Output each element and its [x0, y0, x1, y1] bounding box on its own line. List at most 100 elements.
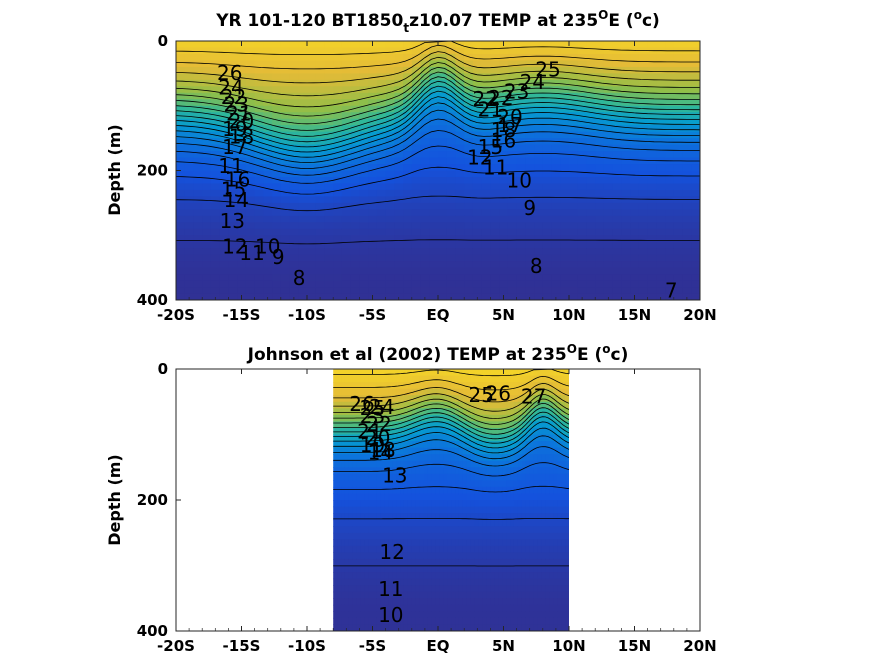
heat-cell	[365, 539, 370, 546]
heat-cell	[376, 493, 381, 500]
heat-cell	[333, 526, 338, 533]
heat-cell	[483, 500, 488, 507]
heat-cell	[553, 559, 558, 566]
heat-cell	[545, 369, 550, 376]
heat-cell	[553, 533, 558, 540]
heat-cell	[463, 592, 468, 599]
heat-cell	[420, 467, 425, 474]
heat-cell	[560, 164, 569, 171]
heat-cell	[648, 274, 657, 281]
heat-cell	[552, 261, 561, 268]
heat-cell	[290, 67, 299, 74]
heat-cell	[316, 67, 325, 74]
heat-cell	[552, 274, 561, 281]
heat-cell	[290, 235, 299, 242]
heat-cell	[337, 493, 342, 500]
heat-cell	[333, 507, 338, 514]
heat-cell	[578, 158, 587, 165]
heat-cell	[443, 520, 448, 527]
heat-cell	[193, 248, 202, 255]
heat-cell	[246, 67, 255, 74]
heat-cell	[482, 54, 491, 61]
heat-cell	[421, 203, 430, 210]
heat-cell	[263, 196, 272, 203]
heat-cell	[656, 119, 665, 126]
heat-cell	[534, 487, 539, 494]
heat-cell	[246, 268, 255, 275]
heat-cell	[483, 533, 488, 540]
heat-cell	[439, 500, 444, 507]
heat-cell	[494, 526, 499, 533]
heat-cell	[307, 54, 316, 61]
heat-cell	[447, 171, 456, 178]
heat-cell	[549, 467, 554, 474]
heat-cell	[307, 229, 316, 236]
heat-cell	[408, 572, 413, 579]
heat-cell	[428, 520, 433, 527]
heat-cell	[290, 73, 299, 80]
heat-cell	[388, 500, 393, 507]
heat-cell	[431, 585, 436, 592]
heat-cell	[586, 235, 595, 242]
heat-cell	[298, 60, 307, 67]
heat-cell	[522, 546, 527, 553]
heat-cell	[185, 177, 194, 184]
heat-cell	[185, 235, 194, 242]
heat-cell	[508, 216, 517, 223]
heat-cell	[494, 585, 499, 592]
heat-cell	[494, 421, 499, 428]
heat-cell	[534, 138, 543, 145]
heat-cell	[578, 216, 587, 223]
heat-cell	[307, 261, 316, 268]
heat-cell	[639, 54, 648, 61]
heat-cell	[342, 287, 351, 294]
heat-cell	[586, 158, 595, 165]
heat-cell	[674, 229, 683, 236]
heat-cell	[428, 539, 433, 546]
heat-cell	[543, 164, 552, 171]
heat-cell	[506, 520, 511, 527]
heat-cell	[502, 507, 507, 514]
heat-cell	[553, 507, 558, 514]
heat-cell	[459, 507, 464, 514]
heat-cell	[255, 151, 264, 158]
heat-cell	[541, 513, 546, 520]
heat-cell	[386, 47, 395, 54]
heat-cell	[341, 493, 346, 500]
heat-cell	[490, 500, 495, 507]
heat-cell	[486, 598, 491, 605]
heat-cell	[349, 605, 354, 612]
heat-cell	[386, 158, 395, 165]
heat-cell	[530, 500, 535, 507]
heat-cell	[578, 183, 587, 190]
heat-cell	[455, 376, 460, 383]
heat-cell	[408, 382, 413, 389]
heat-cell	[543, 151, 552, 158]
heat-cell	[490, 369, 495, 376]
heat-cell	[420, 454, 425, 461]
heat-cell	[193, 60, 202, 67]
heat-cell	[333, 493, 338, 500]
heat-cell	[691, 261, 700, 268]
heat-cell	[604, 268, 613, 275]
heat-cell	[357, 572, 362, 579]
heat-cell	[185, 73, 194, 80]
heat-cell	[475, 598, 480, 605]
heat-cell	[228, 274, 237, 281]
heat-cell	[337, 572, 342, 579]
heat-cell	[490, 526, 495, 533]
heat-cell	[341, 618, 346, 625]
heat-cell	[316, 60, 325, 67]
heat-cell	[412, 248, 421, 255]
heat-cell	[639, 106, 648, 113]
heat-cell	[380, 487, 385, 494]
heat-cell	[541, 461, 546, 468]
heat-cell	[586, 281, 595, 288]
heat-cell	[392, 533, 397, 540]
heat-cell	[394, 242, 403, 249]
heat-cell	[630, 132, 639, 139]
heat-cell	[380, 533, 385, 540]
heat-cell	[538, 546, 543, 553]
heat-cell	[373, 566, 378, 573]
heat-cell	[290, 93, 299, 100]
